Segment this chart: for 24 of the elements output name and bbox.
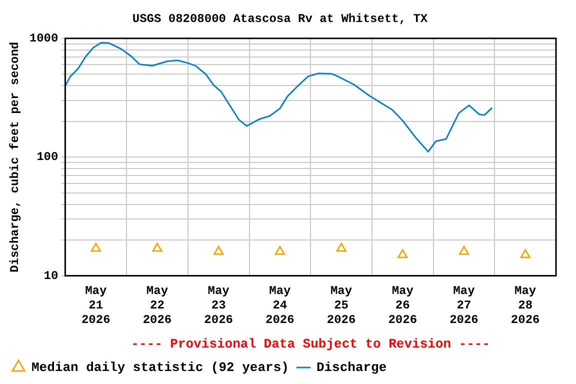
point xyxy=(336,242,346,252)
y-tick-label: 10 xyxy=(44,268,58,283)
x-tick-label: May 22 2026 xyxy=(142,284,172,327)
x-tick-label: May 26 2026 xyxy=(388,284,418,327)
point xyxy=(520,249,530,258)
point xyxy=(214,246,224,255)
x-tick-label: May 28 2026 xyxy=(510,284,540,327)
chart-title: USGS 08208000 Atascosa Rv at Whitsett, TX xyxy=(132,12,428,26)
x-tick-label: May 21 2026 xyxy=(81,284,110,327)
y-axis-title: Discharge, cubic feet per second xyxy=(8,42,22,272)
point xyxy=(398,249,408,258)
x-tick-label: May 27 2026 xyxy=(450,284,478,327)
y-tick-label: 1000 xyxy=(29,31,58,46)
x-tick-label: May 25 2026 xyxy=(326,284,356,327)
y-tick-label: 100 xyxy=(36,150,58,164)
legend-label: Median daily statistic (92 years) xyxy=(32,360,289,375)
point xyxy=(274,246,286,255)
point xyxy=(90,242,101,252)
legend-label: Discharge xyxy=(316,360,387,375)
point xyxy=(152,242,162,252)
point xyxy=(458,246,470,255)
x-tick-label: May 24 2026 xyxy=(266,284,294,327)
x-tick-label: May 23 2026 xyxy=(204,284,233,327)
text: ---- Provisional Data Subject to Revision ---- xyxy=(131,336,490,352)
